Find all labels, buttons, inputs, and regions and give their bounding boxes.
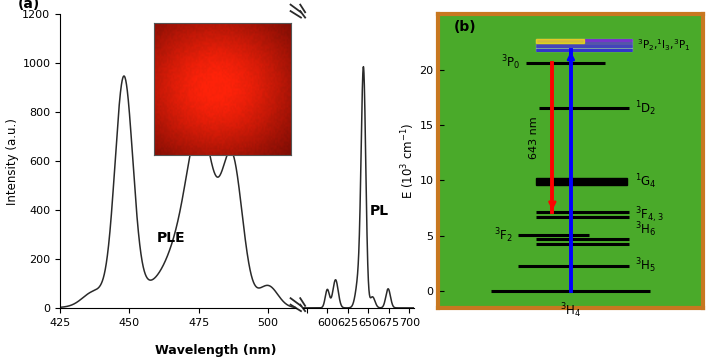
Text: $^3$F$_2$: $^3$F$_2$ xyxy=(493,226,513,245)
Text: $^1$G$_4$: $^1$G$_4$ xyxy=(635,172,656,191)
Text: $^3$H$_6$: $^3$H$_6$ xyxy=(635,220,656,239)
Text: 643 nm: 643 nm xyxy=(529,116,539,159)
Text: $^3$H$_5$: $^3$H$_5$ xyxy=(635,256,655,275)
Bar xyxy=(537,39,584,43)
Y-axis label: Intensity (a.u.): Intensity (a.u.) xyxy=(6,118,20,204)
Text: Wavelength (nm): Wavelength (nm) xyxy=(155,344,276,357)
Text: $^3$P$_0$: $^3$P$_0$ xyxy=(501,54,520,72)
Text: $^3$H$_4$: $^3$H$_4$ xyxy=(560,301,582,320)
Bar xyxy=(537,39,632,52)
Text: $^1$D$_2$: $^1$D$_2$ xyxy=(635,99,656,118)
Text: PLE: PLE xyxy=(157,231,185,245)
Text: (b): (b) xyxy=(455,20,477,34)
Y-axis label: E ($10^3$ cm$^{-1}$): E ($10^3$ cm$^{-1}$) xyxy=(399,123,416,199)
Text: $^3$P$_2$,$^1$I$_3$,$^3$P$_1$: $^3$P$_2$,$^1$I$_3$,$^3$P$_1$ xyxy=(637,37,691,53)
Text: PL: PL xyxy=(370,204,389,218)
Text: $^3$F$_{4,3}$: $^3$F$_{4,3}$ xyxy=(635,204,663,224)
Bar xyxy=(537,179,626,185)
Text: (a): (a) xyxy=(18,0,40,11)
